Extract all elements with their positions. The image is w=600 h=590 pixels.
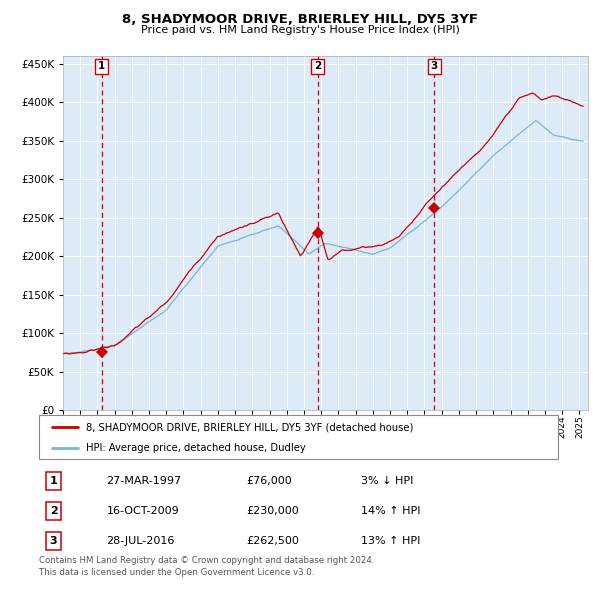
Text: Price paid vs. HM Land Registry's House Price Index (HPI): Price paid vs. HM Land Registry's House … bbox=[140, 25, 460, 35]
Text: 3: 3 bbox=[50, 536, 58, 546]
Text: 3% ↓ HPI: 3% ↓ HPI bbox=[361, 476, 413, 486]
Text: 1: 1 bbox=[50, 476, 58, 486]
Text: £230,000: £230,000 bbox=[247, 506, 299, 516]
Text: Contains HM Land Registry data © Crown copyright and database right 2024.
This d: Contains HM Land Registry data © Crown c… bbox=[39, 556, 374, 577]
Text: 2: 2 bbox=[50, 506, 58, 516]
Text: 28-JUL-2016: 28-JUL-2016 bbox=[106, 536, 175, 546]
Text: 27-MAR-1997: 27-MAR-1997 bbox=[106, 476, 182, 486]
Text: 2: 2 bbox=[314, 61, 321, 71]
Text: 8, SHADYMOOR DRIVE, BRIERLEY HILL, DY5 3YF: 8, SHADYMOOR DRIVE, BRIERLEY HILL, DY5 3… bbox=[122, 13, 478, 26]
Text: £76,000: £76,000 bbox=[247, 476, 292, 486]
Text: 14% ↑ HPI: 14% ↑ HPI bbox=[361, 506, 420, 516]
Text: 3: 3 bbox=[431, 61, 438, 71]
Text: HPI: Average price, detached house, Dudley: HPI: Average price, detached house, Dudl… bbox=[86, 444, 305, 453]
Text: £262,500: £262,500 bbox=[247, 536, 299, 546]
Text: 16-OCT-2009: 16-OCT-2009 bbox=[106, 506, 179, 516]
FancyBboxPatch shape bbox=[39, 415, 558, 459]
Text: 13% ↑ HPI: 13% ↑ HPI bbox=[361, 536, 420, 546]
Text: 8, SHADYMOOR DRIVE, BRIERLEY HILL, DY5 3YF (detached house): 8, SHADYMOOR DRIVE, BRIERLEY HILL, DY5 3… bbox=[86, 422, 413, 432]
Text: 1: 1 bbox=[98, 61, 105, 71]
